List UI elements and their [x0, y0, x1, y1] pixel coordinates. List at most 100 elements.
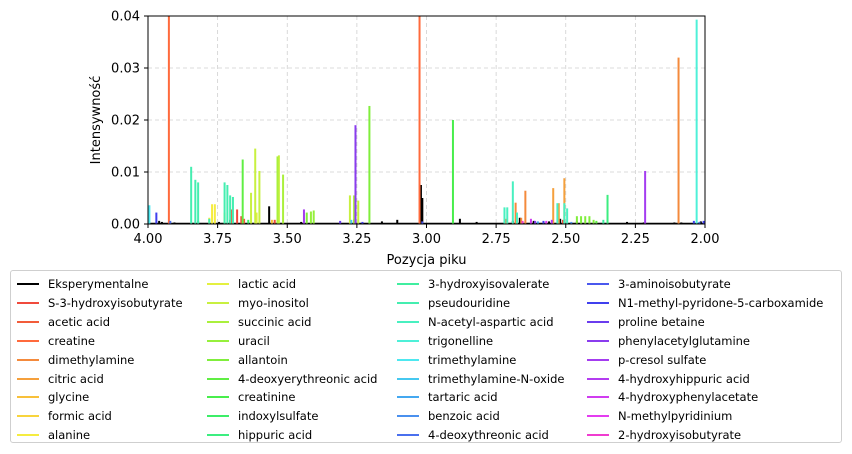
legend-label: 3-hydroxyisovalerate — [428, 277, 550, 291]
x-tick-label: 2.75 — [482, 232, 511, 247]
legend-item: p-cresol sulfate — [587, 351, 706, 369]
y-axis-label: Intensywność — [89, 76, 104, 165]
bar — [699, 221, 702, 224]
bar — [194, 179, 197, 224]
legend-label: proline betaine — [618, 314, 705, 329]
legend-swatch — [17, 320, 39, 323]
bar — [532, 220, 535, 224]
legend-swatch — [587, 358, 609, 361]
bar — [305, 212, 308, 224]
legend-swatch — [397, 358, 419, 361]
legend-swatch — [397, 396, 419, 399]
bar — [190, 166, 193, 224]
legend-item: dimethylamine — [17, 351, 134, 369]
grid — [148, 16, 705, 224]
x-tick-label: 3.50 — [273, 232, 302, 247]
bar — [514, 202, 517, 224]
legend-swatch — [17, 283, 39, 285]
bar — [552, 188, 555, 224]
legend-label: N1-methyl-pyridone-5-carboxamide — [618, 295, 824, 310]
legend-swatch — [397, 283, 419, 285]
bar — [258, 170, 261, 224]
y-tick-label: 0.03 — [111, 62, 140, 77]
legend-label: dimethylamine — [48, 352, 135, 367]
legend-item: 4-deoxyerythreonic acid — [207, 370, 377, 388]
legend-item: 4-deoxythreonic acid — [397, 426, 549, 444]
legend-label: 4-hydroxyhippuric acid — [618, 371, 750, 386]
bar — [229, 195, 232, 224]
legend-item: uracil — [207, 332, 270, 350]
legend-label: 4-deoxyerythreonic acid — [238, 371, 378, 386]
bar — [536, 221, 539, 224]
legend-item: N-methylpyridinium — [587, 407, 732, 425]
legend-item: trimethylamine-N-oxide — [397, 370, 565, 388]
legend-label: allantoin — [238, 352, 288, 367]
legend-swatch — [397, 377, 419, 380]
legend-label: pseudouridine — [428, 295, 511, 310]
legend-label: trigonelline — [428, 333, 494, 348]
legend-swatch — [17, 377, 39, 380]
legend-label: tartaric acid — [428, 390, 498, 405]
legend-swatch — [397, 415, 419, 418]
legend-item: pseudouridine — [397, 294, 510, 312]
bar — [268, 206, 271, 224]
bar — [588, 216, 591, 224]
legend-swatch — [207, 415, 229, 418]
legend-swatch — [587, 434, 609, 437]
bar — [421, 221, 424, 224]
x-axis-label: Pozycja piku — [387, 253, 467, 268]
bar — [692, 220, 695, 224]
legend-item: proline betaine — [587, 313, 705, 331]
x-tick-label: 4.00 — [134, 232, 163, 247]
bar — [302, 209, 305, 224]
bar — [642, 222, 645, 224]
bar — [254, 148, 257, 224]
legend-item: 2-hydroxyisobutyrate — [587, 426, 741, 444]
bar — [357, 200, 360, 224]
legend-swatch — [17, 415, 39, 418]
bar — [243, 218, 246, 224]
bar — [348, 195, 351, 224]
y-axis-ticks: 0.00 0.01 0.02 0.03 0.04 — [111, 10, 148, 233]
legend-label: 2-hydroxyisobutyrate — [618, 428, 742, 443]
chart-legend: Eksperymentalne S-3-hydroxyisobutyrate ace… — [10, 270, 842, 443]
bar — [584, 216, 587, 224]
legend-item: N-acetyl-aspartic acid — [397, 313, 554, 331]
bar — [520, 217, 523, 224]
legend-item: myo-inositol — [207, 294, 309, 312]
bar — [575, 216, 578, 224]
bar — [276, 156, 279, 224]
legend-label: 3-aminoisobutyrate — [618, 277, 731, 291]
legend-item: glycine — [17, 388, 89, 406]
legend-label: lactic acid — [238, 277, 297, 291]
bar — [213, 204, 216, 224]
x-tick-label: 3.00 — [412, 232, 441, 247]
bar — [559, 218, 562, 224]
legend-swatch — [207, 283, 229, 285]
bar — [339, 220, 342, 224]
legend-item: creatinine — [207, 388, 295, 406]
bar — [504, 218, 507, 224]
bar — [270, 219, 273, 224]
bar — [556, 203, 559, 224]
bar — [396, 219, 399, 224]
legend-label: creatinine — [238, 390, 296, 405]
bar — [602, 219, 605, 224]
bar — [506, 207, 509, 224]
legend-swatch — [587, 396, 609, 399]
legend-swatch — [17, 301, 39, 304]
legend-swatch — [397, 320, 419, 323]
legend-label: glycine — [48, 390, 90, 405]
legend-item: creatine — [17, 332, 95, 350]
bar — [241, 159, 244, 224]
bar — [418, 16, 421, 224]
legend-item: lactic acid — [207, 275, 296, 293]
legend-swatch — [207, 396, 229, 399]
legend-swatch — [17, 358, 39, 361]
legend-swatch — [587, 320, 609, 323]
bar — [240, 216, 243, 224]
bar — [421, 198, 424, 224]
y-tick-label: 0.00 — [111, 218, 140, 233]
legend-label: trimethylamine — [428, 352, 517, 367]
bar — [353, 195, 356, 224]
